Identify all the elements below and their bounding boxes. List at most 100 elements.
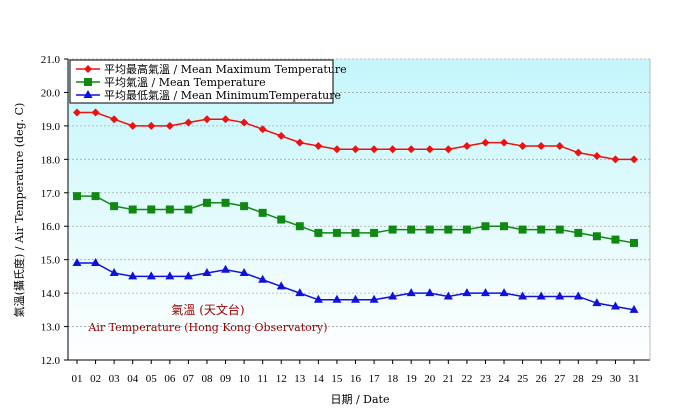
data-point (443, 291, 453, 300)
data-point (314, 141, 323, 150)
data-point (258, 125, 267, 134)
data-point (444, 225, 453, 234)
data-point (295, 222, 304, 231)
data-point (221, 198, 230, 207)
data-point (480, 288, 490, 297)
data-point (147, 121, 156, 130)
data-point (73, 108, 81, 117)
x-tick-label: 02 (90, 373, 101, 385)
data-point (277, 215, 286, 224)
data-point (610, 301, 620, 310)
data-point (369, 294, 379, 303)
data-point (462, 288, 472, 297)
data-point (91, 192, 100, 201)
x-tick-label: 17 (369, 373, 381, 385)
x-tick-label: 23 (480, 373, 492, 385)
data-point (202, 115, 211, 124)
data-point (109, 268, 119, 277)
data-point (221, 264, 231, 273)
legend-label: 平均最低氣溫 / Mean MinimumTemperature (104, 88, 341, 102)
data-point (555, 291, 565, 300)
data-point (84, 78, 92, 86)
legend-label: 平均最高氣溫 / Mean Maximum Temperature (104, 62, 347, 76)
data-point (537, 225, 546, 234)
y-axis-label: 氣溫(攝氏度) / Air Temperature (deg. C) (12, 103, 26, 318)
x-tick-label: 04 (127, 373, 139, 385)
data-point (239, 268, 249, 277)
x-tick-label: 27 (554, 373, 566, 385)
data-point (630, 155, 638, 164)
y-tick-label: 17.0 (41, 188, 61, 200)
data-point (555, 225, 564, 234)
legend-label: 平均氣溫 / Mean Temperature (104, 75, 266, 89)
data-point (183, 271, 193, 280)
data-point (388, 145, 397, 154)
x-tick-label: 16 (350, 373, 362, 385)
data-point (351, 145, 360, 154)
data-point (165, 121, 174, 130)
data-point (147, 205, 156, 214)
data-point (406, 288, 416, 297)
x-axis-label: 日期 / Date (330, 393, 389, 406)
data-point (128, 271, 138, 280)
x-tick-label: 19 (406, 373, 418, 385)
data-point (295, 288, 305, 297)
data-point (592, 151, 601, 160)
data-point (313, 294, 323, 303)
data-point (110, 202, 119, 211)
x-tick-label: 15 (331, 373, 343, 385)
data-point (370, 145, 379, 154)
data-point (630, 238, 638, 247)
data-point (407, 225, 416, 234)
data-point (184, 118, 193, 127)
data-point (276, 281, 286, 290)
x-tick-label: 22 (461, 373, 472, 385)
data-point (202, 198, 211, 207)
x-tick-label: 05 (146, 373, 158, 385)
y-tick-label: 13.0 (41, 322, 61, 334)
data-point (240, 118, 249, 127)
y-tick-label: 14.0 (41, 288, 61, 300)
y-tick-label: 21.0 (41, 54, 61, 66)
y-tick-label: 20.0 (41, 87, 61, 99)
data-point (407, 145, 416, 154)
data-point (110, 115, 119, 124)
annotation-line1: 氣溫 (天文台) (171, 302, 244, 317)
data-point (332, 145, 341, 154)
data-point (573, 291, 583, 300)
series-0 (73, 108, 638, 164)
data-point (351, 294, 360, 303)
series-2 (72, 258, 639, 313)
data-point (444, 145, 453, 154)
data-point (611, 155, 620, 164)
data-point (84, 65, 92, 73)
data-point (462, 141, 471, 150)
data-point (425, 225, 434, 234)
data-point (574, 148, 583, 157)
y-tick-label: 12.0 (41, 355, 61, 367)
data-point (221, 115, 230, 124)
data-point (592, 298, 602, 307)
data-point (481, 222, 490, 231)
data-point (574, 228, 583, 237)
data-point (240, 202, 249, 211)
data-point (165, 205, 174, 214)
data-point (481, 138, 490, 147)
data-point (72, 258, 82, 267)
data-point (202, 268, 212, 277)
annotation-line2: Air Temperature (Hong Kong Observatory) (87, 321, 327, 334)
x-tick-label: 12 (276, 373, 287, 385)
data-point (500, 222, 509, 231)
data-point (332, 228, 341, 237)
data-point (295, 138, 304, 147)
data-point (611, 235, 620, 244)
data-point (258, 208, 267, 217)
data-point (592, 232, 601, 241)
y-tick-label: 16.0 (41, 221, 61, 233)
x-tick-label: 28 (573, 373, 585, 385)
series-1 (73, 192, 638, 247)
data-point (128, 205, 137, 214)
x-tick-label: 14 (313, 373, 325, 385)
